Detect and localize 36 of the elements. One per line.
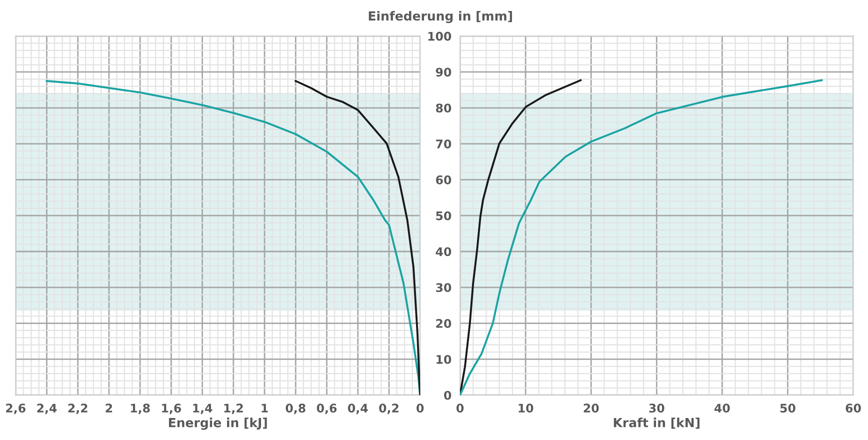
y-axis-title: Einfederung in [mm] [368, 10, 512, 24]
x-tick-label: 1,6 [162, 404, 182, 414]
x-tick-label: 0,6 [316, 404, 337, 414]
y-tick-label: 20 [436, 319, 452, 328]
line-series [460, 79, 823, 396]
x-tick-label: 2,6 [6, 404, 26, 414]
y-tick-label: 90 [436, 68, 452, 77]
x-tick-label: 10 [518, 404, 534, 413]
y-tick-label: 100 [428, 32, 452, 41]
x-tick-label: 30 [649, 404, 664, 413]
y-tick-label: 40 [436, 247, 452, 256]
x-tick-label: 0 [416, 404, 424, 413]
y-tick-label: 0 [444, 390, 452, 400]
x-tick-label: 0,2 [379, 404, 398, 414]
x-tick-label: 2 [106, 404, 112, 412]
x-tick-label: 0 [456, 404, 464, 413]
y-tick-label: 70 [436, 140, 452, 148]
x-tick-label: 0,8 [286, 404, 306, 414]
x-tick-label: 1,2 [224, 404, 243, 414]
x-tick-label: 60 [846, 404, 861, 413]
x-tick-label: 40 [714, 404, 730, 413]
x-tick-label: 1,4 [193, 404, 212, 414]
y-tick-label: 50 [436, 211, 452, 220]
x-axis-title: Kraft in [kN] [614, 418, 700, 429]
x-tick-label: 50 [780, 404, 796, 413]
y-tick-label: 60 [436, 175, 452, 184]
x-tick-label: 1 [262, 404, 268, 412]
x-axis-title: Energie in [kJ] [168, 418, 267, 430]
x-tick-label: 1,8 [130, 404, 150, 414]
y-tick-label: 30 [436, 283, 452, 292]
y-tick-label: 80 [436, 104, 452, 113]
x-tick-label: 2,2 [68, 404, 88, 414]
x-tick-label: 2,4 [37, 404, 57, 414]
x-tick-label: 0,4 [348, 404, 368, 414]
x-tick-label: 20 [584, 404, 599, 413]
y-tick-label: 10 [436, 354, 452, 364]
